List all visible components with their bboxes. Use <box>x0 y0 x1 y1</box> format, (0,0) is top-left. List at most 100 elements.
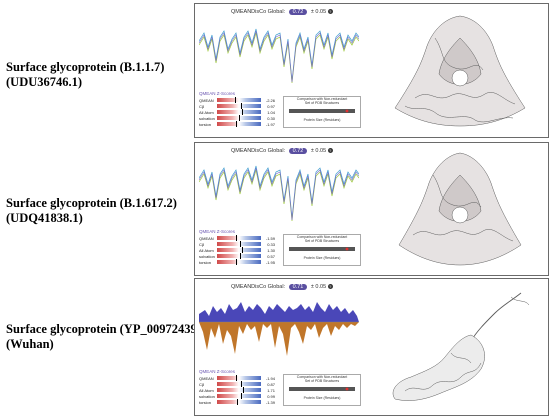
row-label-line2: (UDQ41838.1) <box>6 211 83 225</box>
z-score-row: All Atom 1.30 <box>199 247 279 253</box>
z-score-value: -1.39 <box>265 399 275 405</box>
protein-coil <box>450 352 472 364</box>
comparison-points <box>289 387 355 391</box>
z-score-value: 0.57 <box>267 253 275 259</box>
local-quality-line-c <box>199 30 359 83</box>
protein-trimer <box>394 15 526 127</box>
z-score-value: -2.26 <box>265 97 275 103</box>
plot-frame <box>199 19 359 87</box>
z-score-marker <box>239 115 240 121</box>
z-score-row: QMEAN -2.26 <box>199 97 279 103</box>
local-quality-bar-plot <box>199 294 359 364</box>
comparison-plot: Comparison with Non-redundant Set of PDB… <box>283 374 361 406</box>
z-score-bar <box>217 253 261 259</box>
z-scores-title: QMEAN Z-Scores <box>199 369 236 374</box>
z-score-value: 0.99 <box>267 393 275 399</box>
protein-coil <box>434 37 484 71</box>
info-icon[interactable]: ? <box>327 148 333 153</box>
z-score-bar <box>217 393 261 399</box>
z-score-row: All Atom 1.04 <box>199 109 279 115</box>
qmean-global-value: 0.72 <box>288 148 308 154</box>
z-score-bar <box>217 235 261 241</box>
protein-coil <box>404 105 514 123</box>
plot-frame <box>199 158 359 224</box>
protein-coil <box>414 92 516 105</box>
z-score-name: QMEAN <box>199 235 214 241</box>
info-icon[interactable]: ? <box>327 284 333 289</box>
protein-loop <box>510 296 530 306</box>
protein-monomer <box>392 292 530 401</box>
z-score-value: -1.97 <box>265 121 275 127</box>
comparison-scatter <box>289 247 355 251</box>
figure-row-1: Surface glycoprotein (B.1.1.7) (UDU36746… <box>0 0 550 140</box>
z-score-row: solvation 0.30 <box>199 115 279 121</box>
z-score-value: -1.95 <box>265 259 275 265</box>
local-quality-line-a <box>199 165 359 219</box>
z-score-name: solvation <box>199 393 215 399</box>
z-score-marker <box>236 235 237 241</box>
z-score-bar <box>217 247 261 253</box>
z-score-name: Cβ <box>199 381 205 387</box>
comparison-title-line1: Comparison with Non-redundant <box>296 235 348 239</box>
qmean-area: QMEANDisCo Global: 0.72 ± 0.05 ? QMEAN Z… <box>195 143 363 275</box>
z-score-row: Cβ 0.97 <box>199 103 279 109</box>
z-score-row: All Atom 1.71 <box>199 387 279 393</box>
z-score-bar <box>217 121 261 127</box>
qmean-global-label: QMEANDisCo Global: <box>231 148 286 154</box>
comparison-title-line1: Comparison with Non-redundant <box>296 375 348 379</box>
z-score-marker <box>241 381 242 387</box>
comparison-plot: Comparison with Non-redundant Set of PDB… <box>283 234 361 266</box>
z-score-marker <box>236 121 237 127</box>
model-panel: QMEANDisCo Global: 0.72 ± 0.05 ? QMEAN Z… <box>194 3 549 138</box>
protein-body <box>392 334 485 401</box>
qmean-global-value: 0.71 <box>288 284 308 290</box>
z-score-name: torsion <box>199 399 212 405</box>
local-quality-line-c <box>199 167 359 221</box>
positive-bars <box>199 302 359 322</box>
z-score-name: All Atom <box>199 109 214 115</box>
z-score-row: solvation 0.57 <box>199 253 279 259</box>
row-label-line1: Surface glycoprotein (YP_009724390.1) <box>6 322 217 336</box>
protein-core <box>451 69 469 87</box>
comparison-title-line2: Set of PDB Structures <box>304 239 340 243</box>
qmean-global-value: 0.72 <box>288 9 308 15</box>
row-label-line1: Surface glycoprotein (B.1.1.7) <box>6 60 165 74</box>
z-score-bar <box>217 103 261 109</box>
z-score-value: 0.97 <box>267 103 275 109</box>
protein-coil <box>432 174 482 208</box>
protein-coil <box>412 229 514 242</box>
comparison-plot: Comparison with Non-redundant Set of PDB… <box>283 96 361 128</box>
model-panel: QMEANDisCo Global: 0.72 ± 0.05 ? QMEAN Z… <box>194 142 549 276</box>
qmean-global-error: ± 0.05 <box>310 284 327 290</box>
protein-structure-render <box>392 292 530 401</box>
z-score-value: 1.71 <box>267 387 275 393</box>
local-quality-plot <box>199 19 359 87</box>
protein-trimer <box>398 152 522 266</box>
row-label: Surface glycoprotein (YP_009724390.1) (W… <box>6 322 217 352</box>
z-score-marker <box>241 103 242 109</box>
z-score-marker <box>240 241 241 247</box>
z-score-name: All Atom <box>199 387 214 393</box>
protein-stalk <box>470 292 522 342</box>
z-score-value: 0.87 <box>267 381 275 387</box>
comparison-points <box>289 109 355 113</box>
qmean-global-label: QMEANDisCo Global: <box>231 9 286 15</box>
comparison-axis-label: Protein Size (Residues) <box>303 118 341 122</box>
comparison-axis-label: Protein Size (Residues) <box>303 396 341 400</box>
z-score-marker <box>237 399 238 405</box>
z-score-name: Cβ <box>199 103 205 109</box>
z-scores-title: QMEAN Z-Scores <box>199 91 236 96</box>
z-score-bar <box>217 381 261 387</box>
z-score-bar <box>217 375 261 381</box>
comparison-scatter <box>289 109 355 113</box>
protein-coil <box>404 362 482 392</box>
z-score-row: torsion -1.97 <box>199 121 279 127</box>
comparison-title-line2: Set of PDB Structures <box>304 101 340 105</box>
info-icon[interactable]: ? <box>327 9 333 14</box>
z-score-name: solvation <box>199 115 215 121</box>
z-score-marker <box>241 393 242 399</box>
z-scores-box: QMEAN Z-Scores QMEAN -1.59 Cβ 0.33 All Ato… <box>199 229 279 265</box>
local-quality-line-a <box>199 28 359 82</box>
z-score-bar <box>217 109 261 115</box>
z-score-bar <box>217 259 261 265</box>
